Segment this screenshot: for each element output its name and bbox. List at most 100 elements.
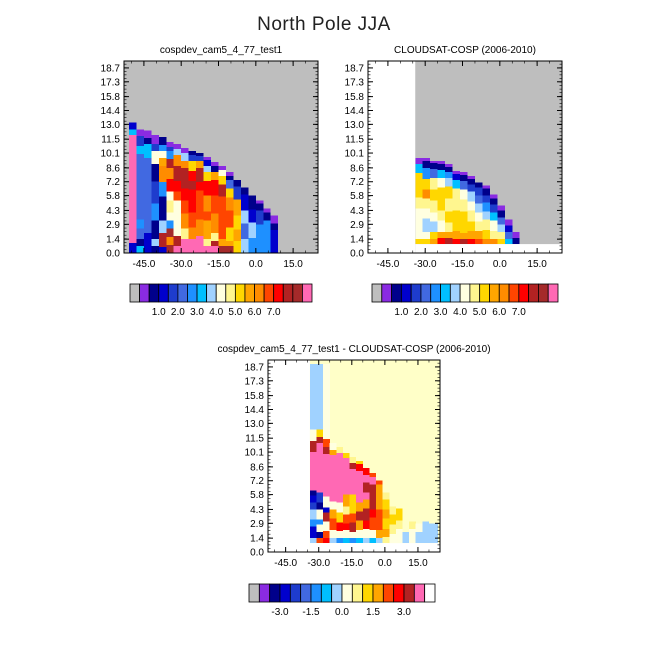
x-tick-label: -45.0 (274, 558, 297, 569)
heatmap-cell (248, 195, 256, 202)
heatmap-cell (437, 177, 446, 188)
y-tick-label: 7.2 (106, 177, 120, 188)
heatmap-cell (151, 203, 159, 221)
y-tick-label: 8.6 (106, 163, 120, 174)
heatmap-cell (356, 460, 363, 464)
heatmap-cell (376, 538, 383, 544)
heatmap-cell (158, 157, 167, 166)
heatmap-cell (225, 171, 234, 176)
colorbar-label: 3.0 (397, 607, 411, 618)
heatmap-cell (336, 522, 343, 532)
colorbar-box (410, 283, 422, 303)
x-tick-label: -30.0 (307, 558, 330, 569)
heatmap-cell (218, 210, 226, 224)
heatmap-cell (188, 246, 197, 253)
heatmap-cell (389, 514, 396, 525)
heatmap-cell (415, 231, 423, 240)
heatmap-cell (240, 223, 249, 240)
heatmap-cell (467, 175, 475, 179)
colorbar-box (518, 283, 530, 303)
heatmap-cell (342, 465, 350, 481)
model-colorbar: 1.0 2.0 3.0 4.0 5.0 6.0 7.0 (129, 283, 313, 318)
heatmap-cell (173, 149, 182, 156)
colorbar-box (320, 583, 333, 603)
heatmap-cell (158, 145, 167, 152)
heatmap-cell (415, 172, 423, 186)
heatmap-cell (218, 246, 226, 253)
heatmap-cell (422, 157, 431, 161)
y-tick-label: 8.6 (250, 462, 264, 473)
obs-panel: 0.0 1.4 2.9 4.3 5.8 7.2 8.6 10.1 11.5 13.0 14.4 15.… (345, 45, 563, 270)
x-tick-label: -15.0 (340, 558, 363, 569)
heatmap-cell (422, 178, 431, 190)
heatmap-cell (376, 484, 383, 495)
y-tick-label: 8.6 (350, 163, 364, 174)
colorbar-label: 4.0 (453, 307, 467, 318)
heatmap-cell (336, 447, 343, 454)
heatmap-cell (376, 530, 383, 539)
heatmap-cell (376, 480, 383, 485)
heatmap-cell (211, 213, 219, 223)
heatmap-cell (196, 160, 204, 168)
colorbar-box (372, 583, 384, 603)
y-tick-label: 17.3 (101, 77, 121, 88)
y-tick-label: 15.8 (345, 92, 365, 103)
x-tick-label: -45.0 (376, 259, 399, 270)
heatmap-cell (211, 165, 219, 172)
colorbar-box (371, 283, 383, 303)
heatmap-cell (196, 236, 204, 247)
heatmap-cell (349, 513, 357, 523)
heatmap-cell (356, 530, 363, 539)
heatmap-cell (151, 144, 159, 152)
heatmap-cell (211, 179, 219, 196)
heatmap-cell (504, 239, 513, 245)
colorbar-label: 5.0 (473, 307, 487, 318)
heatmap-cell (225, 241, 234, 247)
heatmap-cell (329, 509, 337, 519)
colorbar-label: 1.0 (152, 307, 166, 318)
heatmap-cell (233, 241, 241, 253)
colorbar-box (424, 583, 436, 603)
heatmap-cell (203, 195, 212, 212)
heatmap-cell (196, 153, 204, 157)
heatmap-cell (263, 236, 271, 253)
heatmap-cell (128, 135, 137, 244)
heatmap-cell (489, 212, 498, 221)
heatmap-cell (211, 233, 219, 242)
heatmap-cell (203, 157, 212, 160)
heatmap-cell (196, 156, 204, 161)
heatmap-cell (452, 231, 461, 240)
heatmap-cell (211, 195, 219, 214)
y-tick-label: 10.1 (245, 448, 265, 459)
colorbar-label: 1.0 (394, 307, 408, 318)
y-tick-label: 18.7 (101, 63, 121, 74)
heatmap-cell (376, 521, 383, 531)
diff-panel: 0.0 1.4 2.9 4.3 5.8 7.2 8.6 10.1 11.5 13.0 14.4 15.… (217, 344, 490, 569)
no-data-region (268, 360, 310, 552)
heatmap-cell (512, 238, 520, 245)
heatmap-cell (173, 246, 182, 253)
heatmap-cell (474, 203, 483, 213)
heatmap-cell (382, 509, 390, 519)
heatmap-cell (309, 469, 317, 480)
heatmap-cell (270, 215, 279, 224)
heatmap-cell (316, 437, 324, 444)
heatmap-cell (382, 518, 390, 530)
y-tick-label: 15.8 (245, 391, 265, 402)
heatmap-cell (203, 180, 212, 196)
heatmap-cell (158, 196, 167, 221)
heatmap-cell (323, 507, 330, 513)
heatmap-cell (497, 224, 505, 233)
heatmap-cell (430, 200, 438, 213)
heatmap-cell (248, 222, 256, 239)
heatmap-cell (430, 162, 438, 169)
heatmap-cell (329, 450, 337, 456)
heatmap-cell (445, 211, 453, 223)
heatmap-cell (437, 197, 446, 211)
colorbar-label: 2.0 (171, 307, 185, 318)
heatmap-cell (430, 212, 438, 222)
colorbar-box (351, 583, 364, 603)
heatmap-cell (323, 483, 330, 497)
colorbar-box (498, 283, 510, 303)
heatmap-cell (218, 239, 226, 247)
